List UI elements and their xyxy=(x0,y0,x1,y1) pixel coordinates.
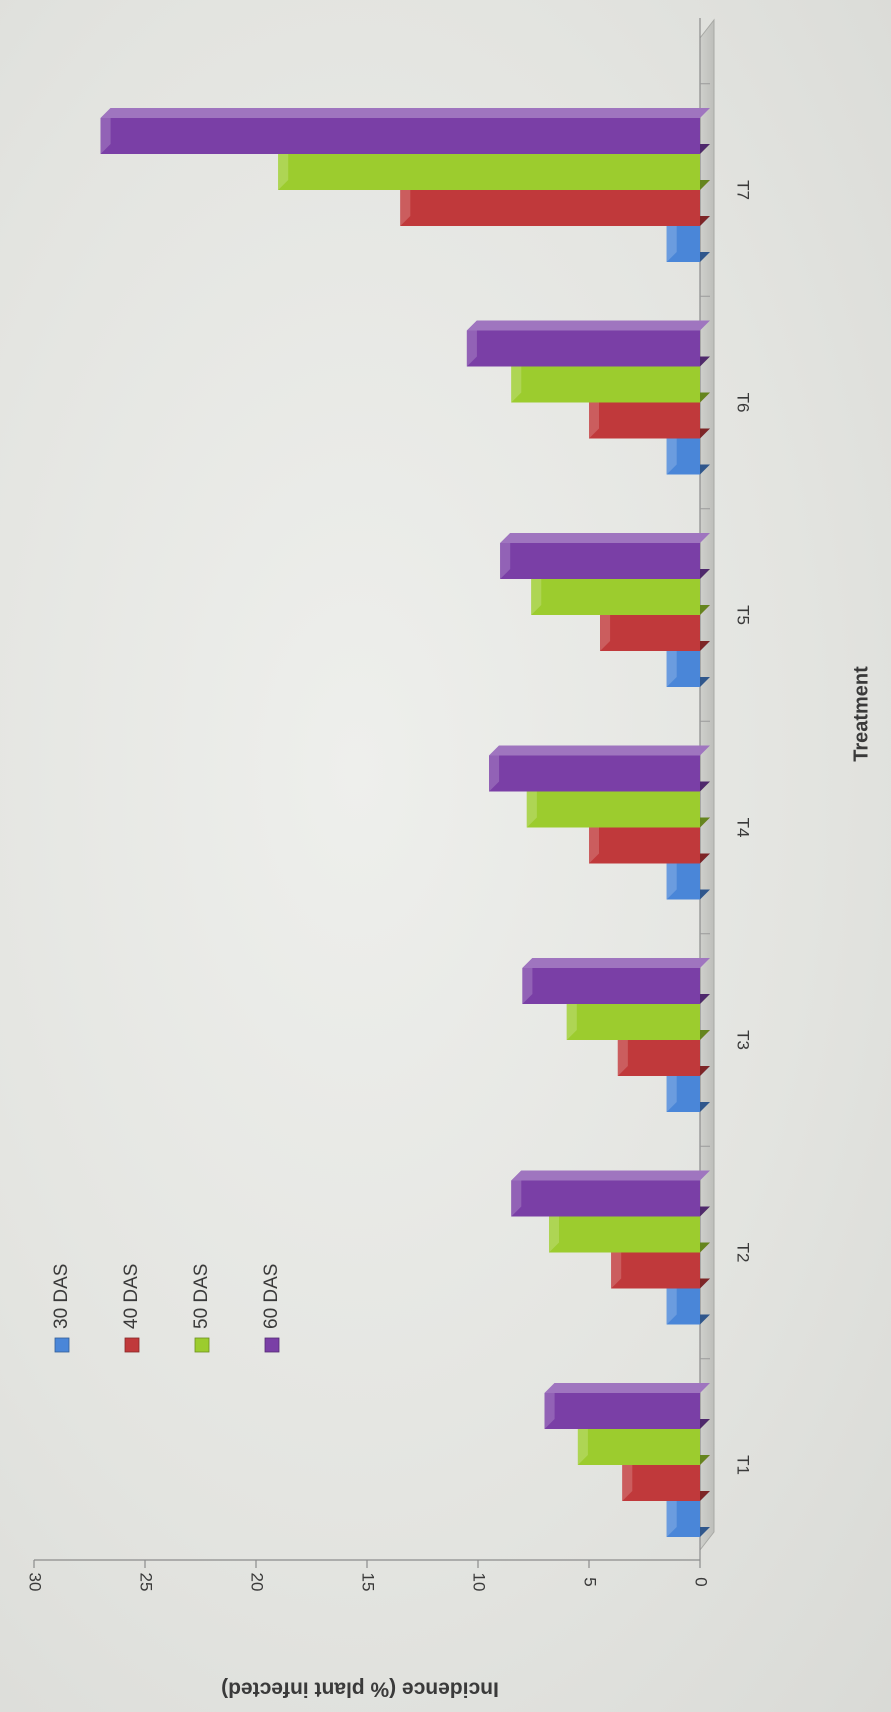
bars xyxy=(100,108,711,1537)
legend-label: 30 DAS xyxy=(51,1264,72,1329)
bar-front xyxy=(549,1216,700,1253)
bar-front xyxy=(622,1465,700,1501)
bar-front xyxy=(500,543,700,579)
category-label: T6 xyxy=(734,393,753,413)
bar-front xyxy=(589,402,700,439)
bar-cap xyxy=(489,745,500,792)
bar-top xyxy=(100,108,711,118)
category-label: T5 xyxy=(734,605,753,625)
bar-front xyxy=(589,827,700,864)
bar-front xyxy=(531,579,700,615)
bar-cap xyxy=(666,1066,677,1112)
bar-front xyxy=(511,366,700,403)
value-tick-label: 15 xyxy=(359,1573,378,1592)
bar-cap xyxy=(600,605,611,651)
bar-top xyxy=(522,958,710,968)
legend: 30 DAS 40 DAS 50 DAS 60 DAS xyxy=(51,1264,282,1353)
bar-cap xyxy=(544,1383,555,1429)
bar-cap xyxy=(666,216,677,262)
bar-cap xyxy=(466,320,477,367)
bar-front xyxy=(526,791,700,828)
category-label: T2 xyxy=(734,1243,753,1263)
bar-cap xyxy=(526,781,537,828)
bar xyxy=(489,745,710,792)
legend-label: 40 DAS xyxy=(121,1264,142,1329)
value-tick-label: 10 xyxy=(470,1573,489,1592)
bar-cap xyxy=(400,180,411,226)
value-tick-label: 25 xyxy=(137,1573,156,1592)
bar xyxy=(100,108,711,154)
bar-front xyxy=(600,615,700,651)
bar-cap xyxy=(622,1455,633,1501)
legend-label: 60 DAS xyxy=(261,1264,282,1329)
bar-cap xyxy=(522,958,533,1004)
bar-cap xyxy=(500,533,511,579)
bar-front xyxy=(577,1429,700,1465)
bar-front xyxy=(566,1004,700,1040)
bar xyxy=(589,392,710,439)
legend-label: 50 DAS xyxy=(191,1264,212,1329)
bar-cap xyxy=(100,108,111,154)
bar-top xyxy=(500,533,710,543)
value-tick-label: 5 xyxy=(581,1577,600,1586)
bar xyxy=(611,1242,710,1289)
bar-front xyxy=(617,1040,700,1076)
bar-cap xyxy=(666,428,677,475)
bar-front xyxy=(611,1252,700,1289)
bar-top xyxy=(544,1383,710,1393)
bar-cap xyxy=(617,1030,628,1076)
bar-cap xyxy=(549,1206,560,1253)
bar xyxy=(466,320,710,367)
bar-front xyxy=(522,968,700,1004)
bar xyxy=(500,533,710,579)
bar-cap xyxy=(666,641,677,687)
bar-top xyxy=(489,745,710,756)
y-axis-title: Incidence (% plant infected) xyxy=(221,1677,499,1700)
value-tick-label: 30 xyxy=(26,1573,45,1592)
bar-cap xyxy=(666,1278,677,1325)
bar-cap xyxy=(531,569,542,615)
bar-top xyxy=(466,320,710,331)
legend-swatch xyxy=(54,1337,70,1353)
bar-front xyxy=(278,154,700,190)
bar-cap xyxy=(611,1242,622,1289)
bar-cap xyxy=(511,1170,522,1217)
bar-front xyxy=(511,1180,700,1217)
bar-cap xyxy=(589,817,599,864)
bar-top xyxy=(511,1170,710,1181)
bar xyxy=(511,1170,710,1217)
value-tick-label: 20 xyxy=(248,1573,267,1592)
bar-front xyxy=(489,755,700,792)
bar-cap xyxy=(577,1419,588,1465)
category-label: T7 xyxy=(734,180,753,200)
legend-swatch xyxy=(264,1337,280,1353)
legend-swatch xyxy=(194,1337,210,1353)
category-label: T1 xyxy=(734,1455,753,1475)
bar xyxy=(522,958,710,1004)
legend-swatch xyxy=(124,1337,140,1353)
category-label: T4 xyxy=(734,818,753,838)
bar-cap xyxy=(511,356,522,403)
bar-cap xyxy=(589,392,599,439)
category-label: T3 xyxy=(734,1030,753,1050)
bar-front xyxy=(466,330,700,367)
bar-cap xyxy=(278,144,289,190)
bar-front xyxy=(100,118,701,154)
bar-cap xyxy=(666,853,677,900)
bar-front xyxy=(400,190,700,226)
axis-labels: 0 5 10 15 20 25 30 T1 T2 T3 T4 T5 T6 T7 Treatment Incid… xyxy=(26,180,873,1700)
bar-cap xyxy=(566,994,577,1040)
bar-cap xyxy=(666,1491,677,1537)
bar xyxy=(544,1383,710,1429)
x-axis-title: Treatment xyxy=(850,666,872,762)
value-tick-label: 0 xyxy=(692,1577,711,1586)
bar-front xyxy=(544,1393,700,1429)
